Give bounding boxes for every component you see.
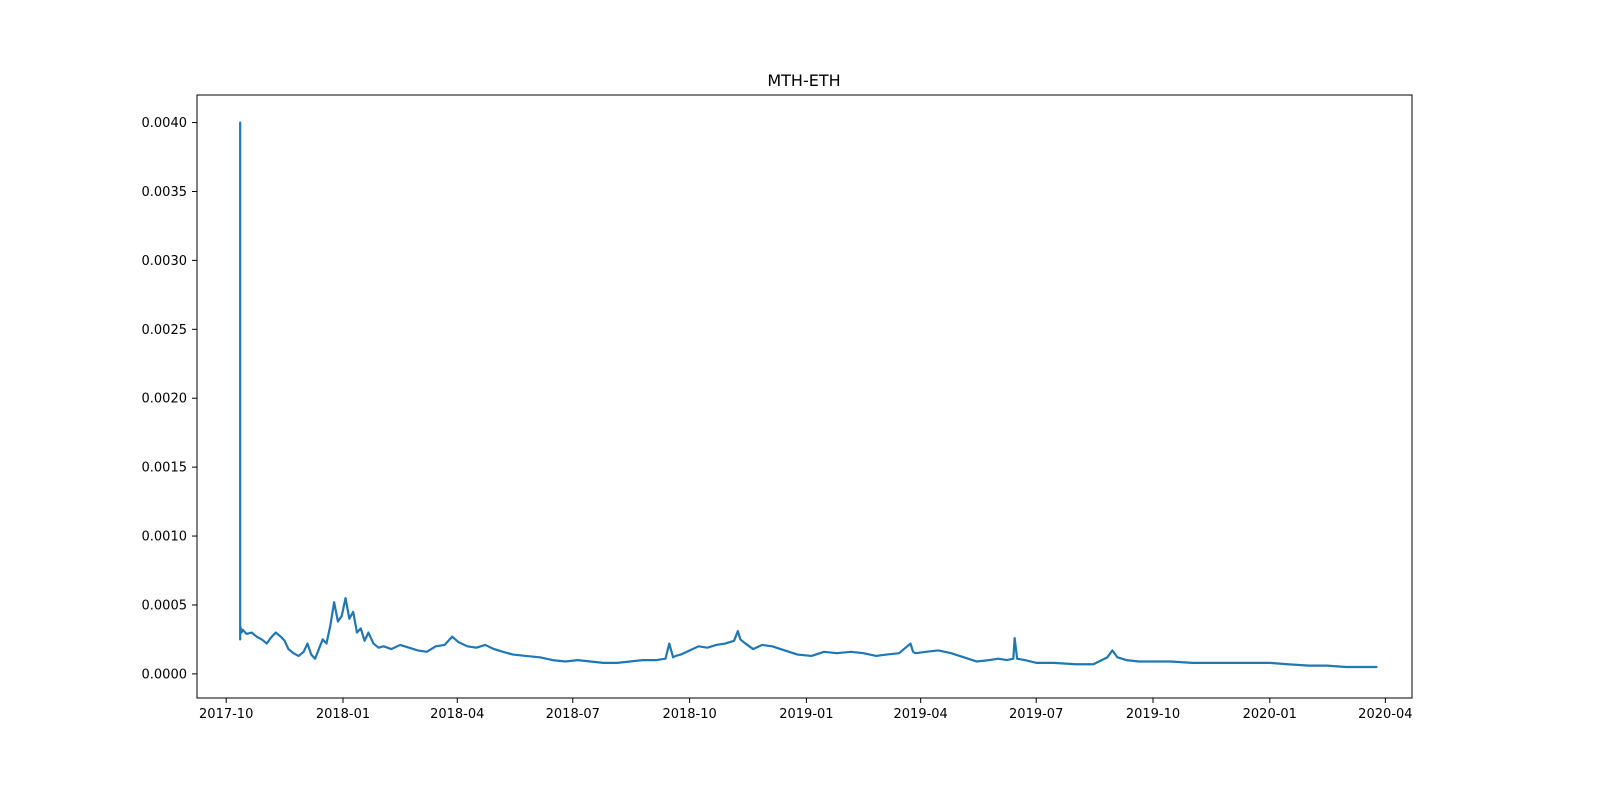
- x-axis: 2017-10 2018-01 2018-04 2018-07 2018-10 2019-…: [199, 698, 1413, 722]
- x-tick-label: 2018-10: [662, 707, 716, 722]
- y-tick-label: 0.0030: [142, 254, 188, 269]
- x-tick-label: 2019-07: [1009, 707, 1063, 722]
- x-tick-label: 2019-04: [894, 707, 948, 722]
- x-tick-label: 2019-01: [779, 707, 833, 722]
- x-tick-label: 2017-10: [199, 707, 253, 722]
- y-tick-label: 0.0020: [142, 392, 188, 407]
- y-axis: 0.0000 0.0005 0.0010 0.0015 0.0020 0.0025 0.00…: [142, 116, 197, 682]
- x-tick-label: 2020-01: [1243, 707, 1297, 722]
- plot-frame: [196, 94, 1413, 699]
- x-tick-label: 2020-04: [1358, 707, 1412, 722]
- x-tick-label: 2018-07: [546, 707, 600, 722]
- y-tick-label: 0.0010: [142, 530, 188, 545]
- series-line-0: [239, 121, 1378, 669]
- chart-title: MTH-ETH: [767, 71, 840, 90]
- y-tick-label: 0.0040: [142, 116, 188, 131]
- x-tick-label: 2018-01: [316, 707, 370, 722]
- y-tick-label: 0.0035: [142, 185, 188, 200]
- y-tick-label: 0.0025: [142, 323, 188, 338]
- y-tick-label: 0.0000: [142, 667, 188, 682]
- x-tick-label: 2018-04: [430, 707, 484, 722]
- x-tick-label: 2019-10: [1126, 707, 1180, 722]
- y-tick-label: 0.0015: [142, 461, 188, 476]
- y-tick-label: 0.0005: [142, 598, 188, 613]
- series-layer: [239, 121, 1378, 669]
